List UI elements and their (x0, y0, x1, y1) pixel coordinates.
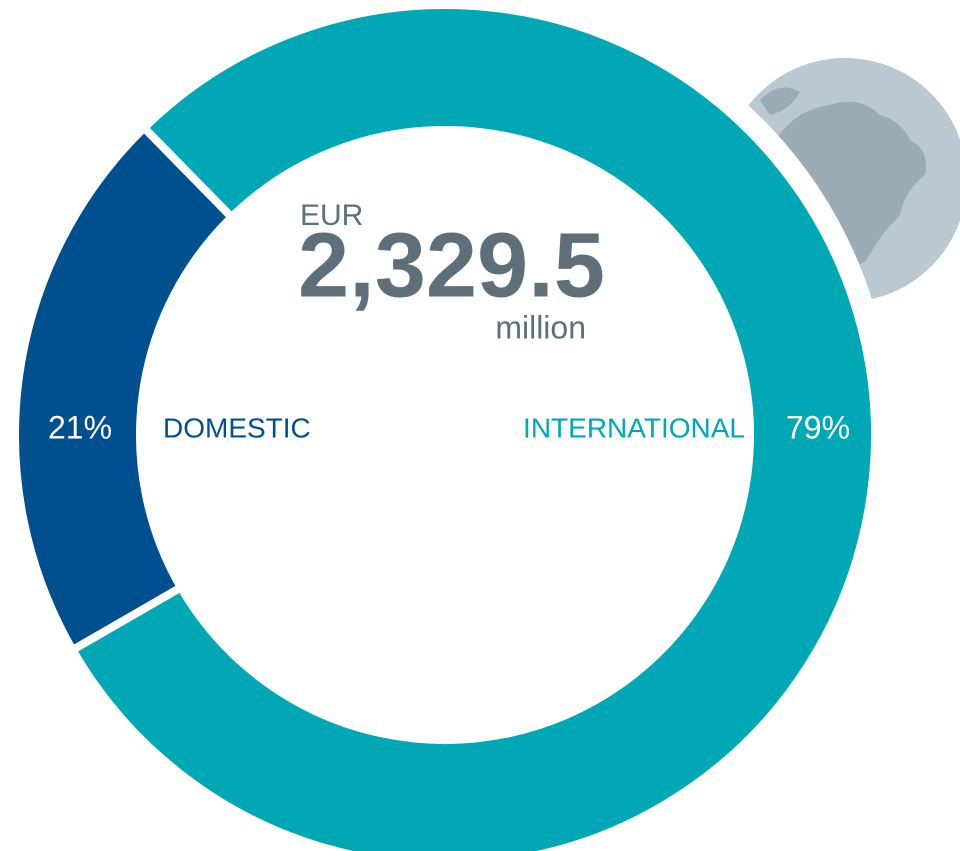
category-label: DOMESTIC (163, 412, 311, 443)
center-scale: million (495, 309, 586, 345)
center-total: 2,329.5 (298, 214, 605, 316)
value-label: 79% (786, 409, 850, 445)
donut-slice (11, 122, 238, 656)
donut-slice (67, 1, 879, 851)
ring-gap (0, 0, 893, 851)
category-label: INTERNATIONAL (523, 412, 745, 443)
value-label: 21% (48, 409, 112, 445)
center-unit: EUR (300, 199, 363, 232)
